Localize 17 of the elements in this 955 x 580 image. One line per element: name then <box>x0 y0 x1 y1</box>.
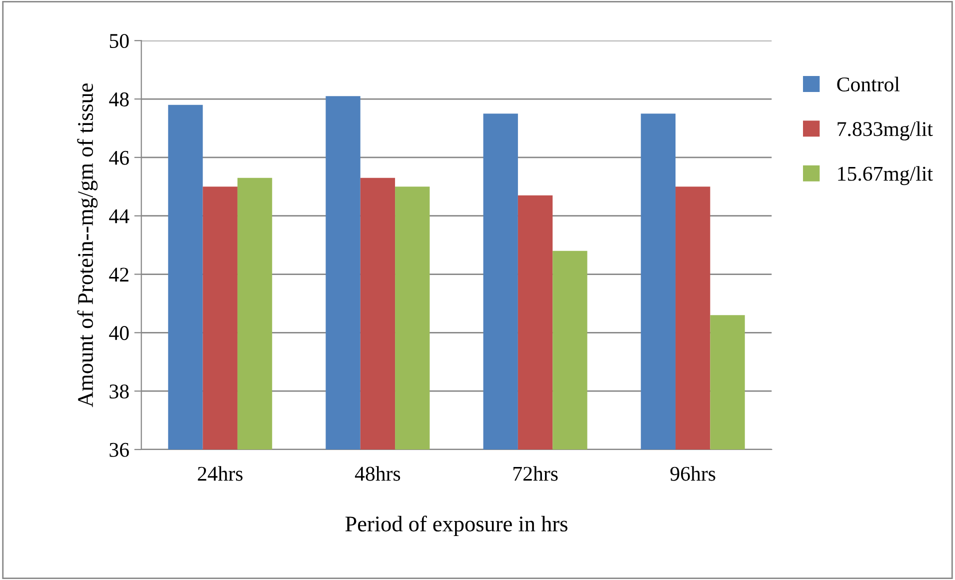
y-tick-label: 38 <box>110 384 129 399</box>
y-tick-label: 36 <box>110 442 129 457</box>
y-tick-label: 48 <box>109 92 129 106</box>
x-tick-label: 24hrs <box>198 466 243 481</box>
x-tick-label: 72hrs <box>514 466 558 481</box>
y-tick-label: 46 <box>109 150 129 165</box>
legend-label: 7.833mg/lit <box>838 121 933 140</box>
legend-label: 15.67mg/lit <box>838 166 933 186</box>
x-axis-title: Period of exposure in hrs <box>345 516 568 536</box>
y-tick-label: 44 <box>109 209 130 224</box>
y-tick-label: 42 <box>109 268 128 282</box>
y-tick-label: 50 <box>110 34 129 48</box>
y-axis-title: Amount of Protein--mg/gm of tissue <box>77 83 98 408</box>
legend-label: Control <box>837 76 900 92</box>
y-tick-label: 40 <box>109 326 129 340</box>
x-tick-label: 96hrs <box>670 466 716 481</box>
x-tick-label: 48hrs <box>354 466 400 481</box>
